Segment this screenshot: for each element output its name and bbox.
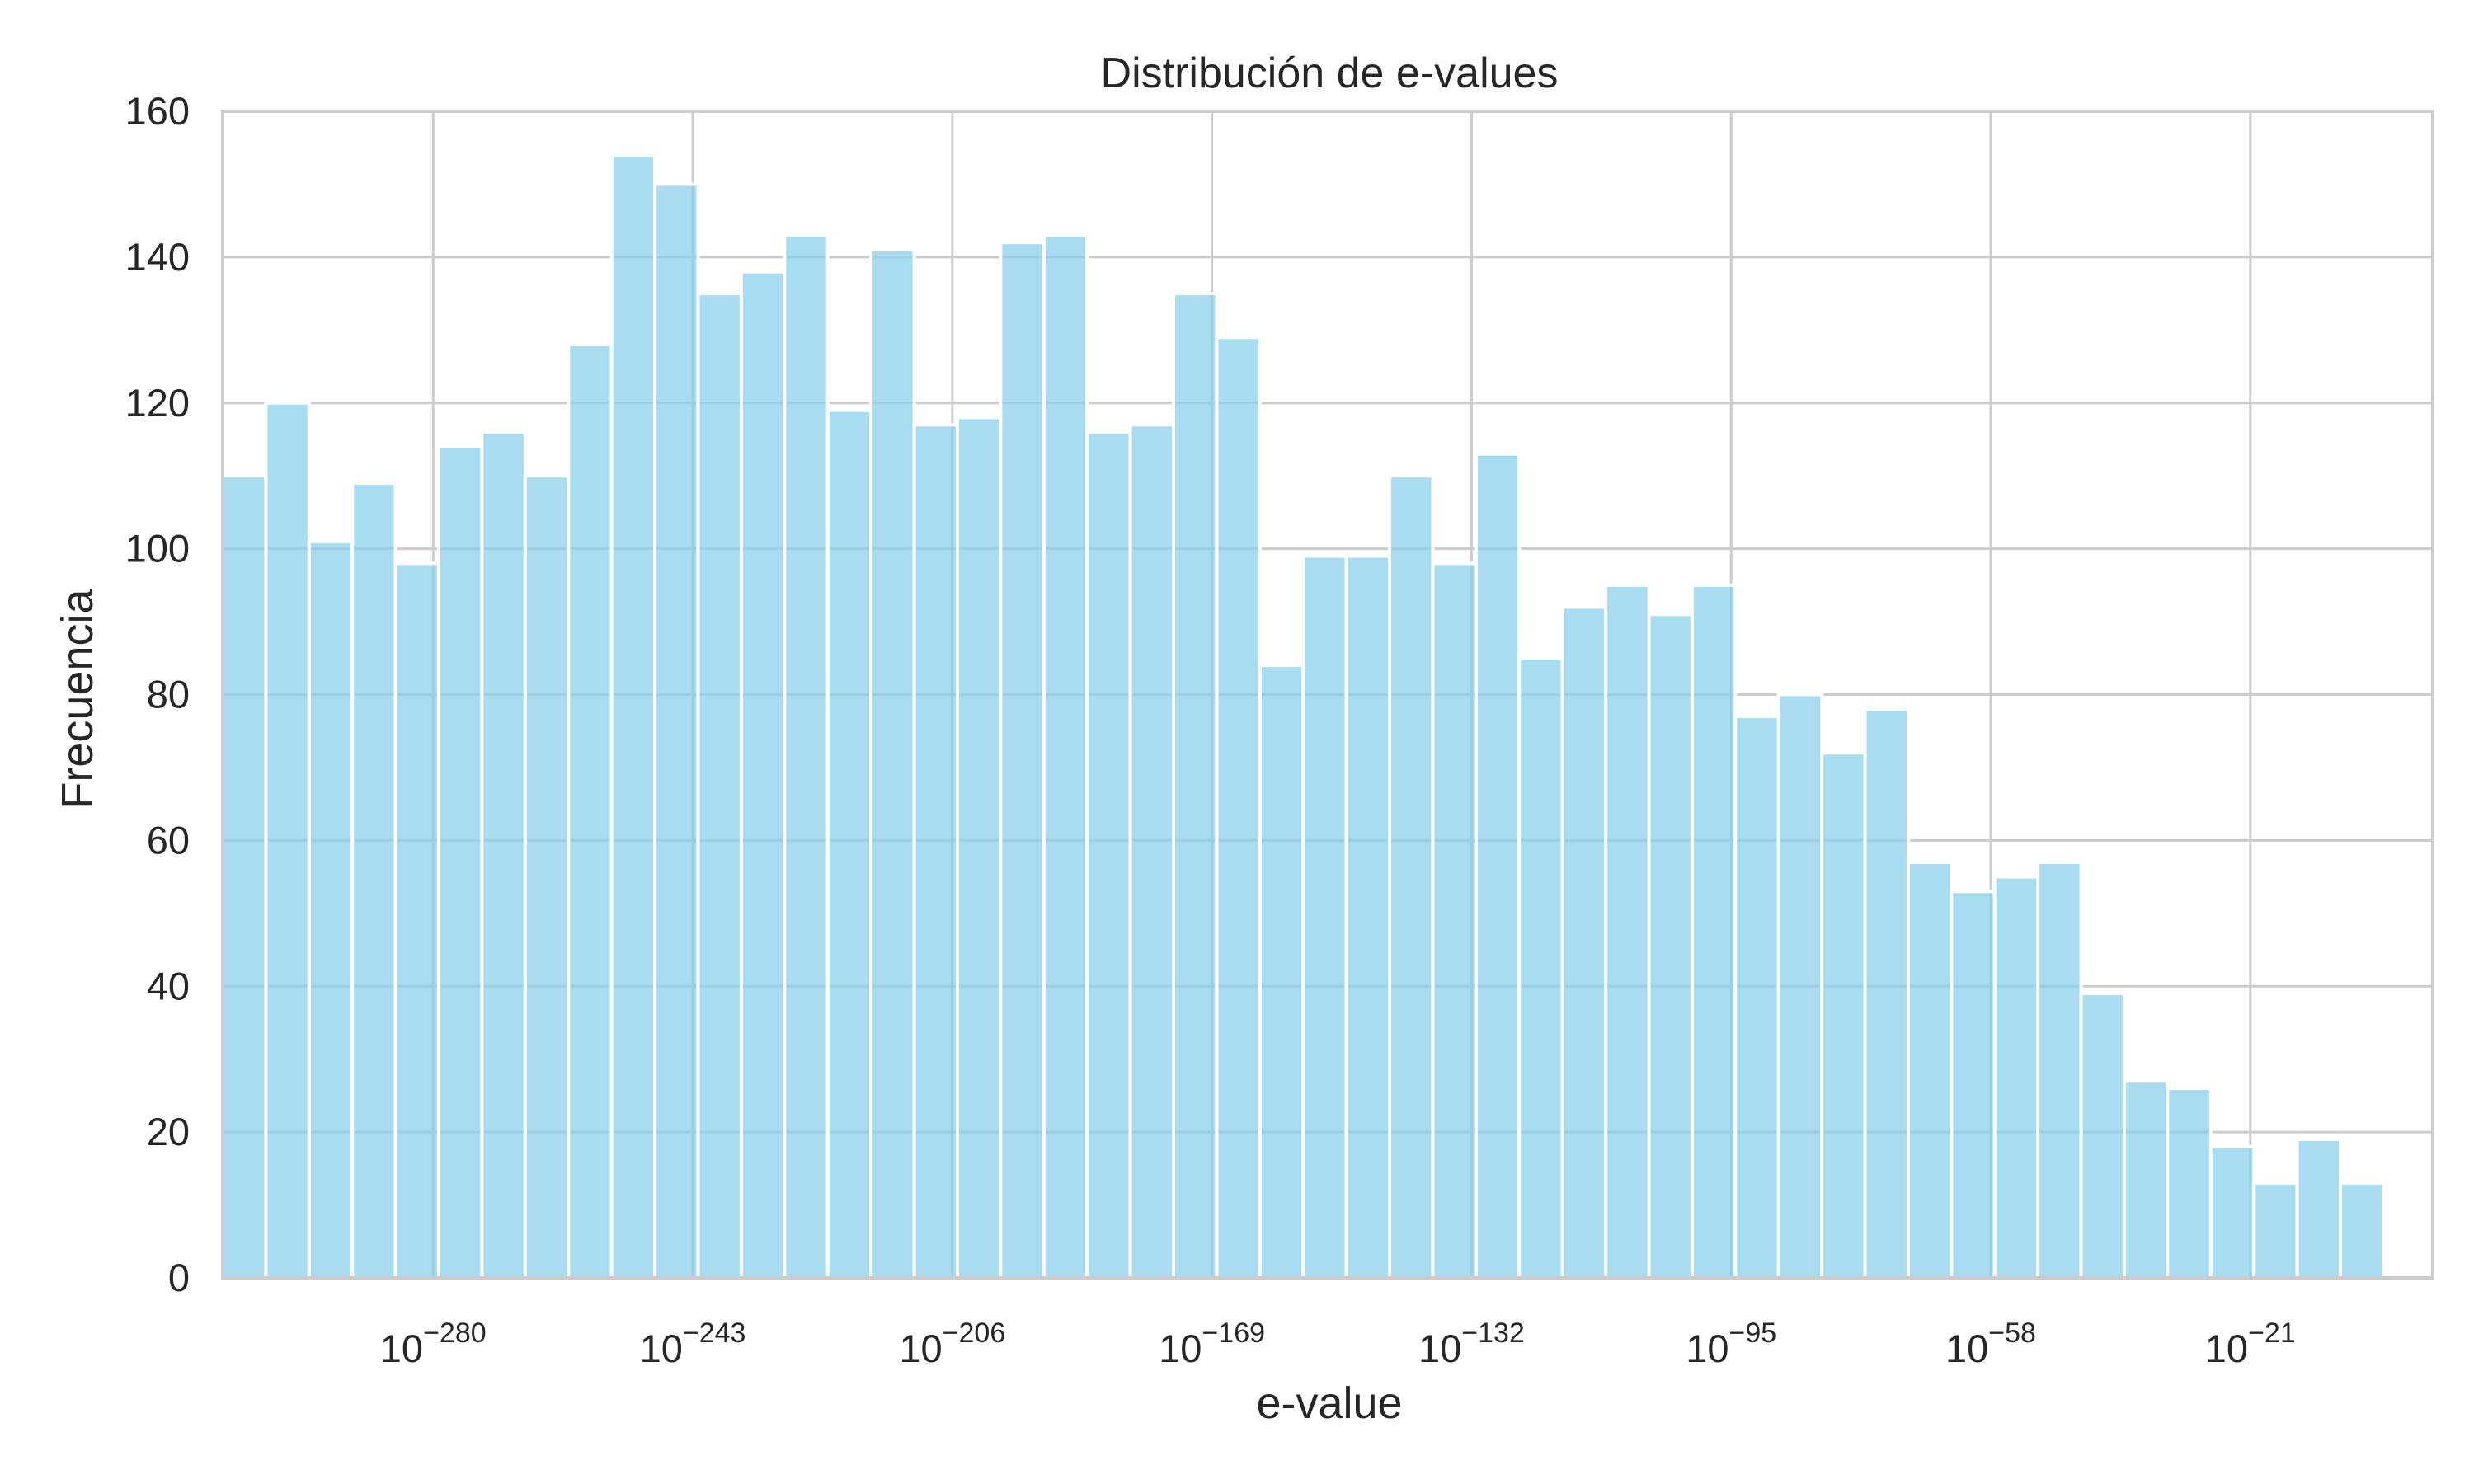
y-tick-label: 40 xyxy=(147,964,190,1007)
y-tick-label: 140 xyxy=(125,235,190,279)
y-tick-label: 80 xyxy=(147,673,190,716)
histogram-bar xyxy=(1820,751,1867,1280)
histogram-bar xyxy=(2252,1181,2299,1280)
histogram-bar xyxy=(2339,1181,2386,1280)
y-tick-label: 0 xyxy=(168,1256,190,1299)
histogram-bar xyxy=(2166,1087,2213,1280)
histogram-bar xyxy=(307,539,355,1280)
histogram-bar xyxy=(1388,474,1435,1280)
histogram-bar xyxy=(912,423,959,1280)
x-tick-label: 10−132 xyxy=(1418,1317,1525,1370)
plot-frame xyxy=(221,110,2434,1280)
histogram-bar xyxy=(2208,1144,2256,1280)
histogram-bar xyxy=(1517,656,1564,1280)
histogram-bar xyxy=(264,401,311,1280)
histogram-bar xyxy=(1042,233,1089,1280)
histogram-bar xyxy=(221,474,268,1280)
histogram-bar xyxy=(783,233,830,1280)
histogram-bar xyxy=(437,444,484,1280)
histogram-bar xyxy=(2295,1137,2343,1280)
histogram-bar xyxy=(1171,292,1219,1280)
histogram-bar xyxy=(1344,554,1392,1280)
histogram-bar xyxy=(1258,664,1305,1280)
histogram-bar xyxy=(1647,613,1694,1280)
histogram-bar xyxy=(1215,336,1262,1280)
histogram-bar xyxy=(1992,875,2040,1280)
histogram-bar xyxy=(1128,423,1175,1280)
histogram-bar xyxy=(609,153,657,1280)
histogram-bar xyxy=(393,561,441,1280)
histogram-bar xyxy=(696,292,743,1280)
histogram-bar xyxy=(2079,992,2126,1280)
histogram-bar xyxy=(999,241,1046,1280)
histogram-bar xyxy=(480,430,527,1280)
bars-layer xyxy=(221,153,2386,1280)
histogram-bar xyxy=(2036,860,2083,1280)
histogram-bar xyxy=(653,182,700,1280)
histogram-bar xyxy=(1560,605,1608,1280)
histogram-bar xyxy=(1085,430,1132,1280)
histogram-bar xyxy=(350,481,397,1280)
histogram-bar xyxy=(1431,561,1478,1280)
histogram-bar xyxy=(739,270,787,1280)
y-tick-label: 100 xyxy=(125,527,190,571)
y-tick-label: 60 xyxy=(147,818,190,862)
y-axis-label: Frecuencia xyxy=(53,588,102,809)
x-tick-label: 10−243 xyxy=(640,1317,746,1370)
chart-title: Distribución de e-values xyxy=(1101,49,1559,97)
histogram-bar xyxy=(1776,693,1824,1280)
x-tick-label: 10−280 xyxy=(380,1317,487,1370)
histogram-bar xyxy=(1733,715,1780,1280)
histogram-bar xyxy=(825,408,873,1280)
histogram-bar xyxy=(1474,452,1522,1280)
x-tick-label: 10−206 xyxy=(899,1317,1005,1370)
histogram-bar xyxy=(1950,890,1997,1280)
histogram-bar xyxy=(2122,1079,2170,1280)
histogram-bar xyxy=(1604,583,1651,1280)
y-tick-label: 160 xyxy=(125,89,190,133)
x-tick-label: 10−95 xyxy=(1686,1317,1776,1370)
x-axis-label: e-value xyxy=(1256,1378,1402,1428)
x-tick-label: 10−58 xyxy=(1945,1317,2036,1370)
x-tick-labels: 10−280 10−243 10−206 10−169 10−132 10−95 10−58… xyxy=(380,1317,2296,1370)
x-tick-label: 10−169 xyxy=(1159,1317,1265,1370)
histogram-bar xyxy=(955,416,1003,1280)
histogram-bar xyxy=(567,343,614,1280)
histogram-bar xyxy=(869,248,916,1280)
histogram-bar xyxy=(1906,860,1954,1280)
x-tick-label: 10−21 xyxy=(2205,1317,2296,1370)
histogram-bar xyxy=(1863,707,1910,1280)
histogram-bar xyxy=(1301,554,1348,1280)
y-tick-label: 120 xyxy=(125,381,190,425)
histogram-bar xyxy=(523,474,571,1280)
y-tick-label: 20 xyxy=(147,1110,190,1153)
histogram-bar xyxy=(1690,583,1738,1280)
y-tick-labels: 0 20 40 60 80 100 120 140 160 xyxy=(125,89,190,1299)
